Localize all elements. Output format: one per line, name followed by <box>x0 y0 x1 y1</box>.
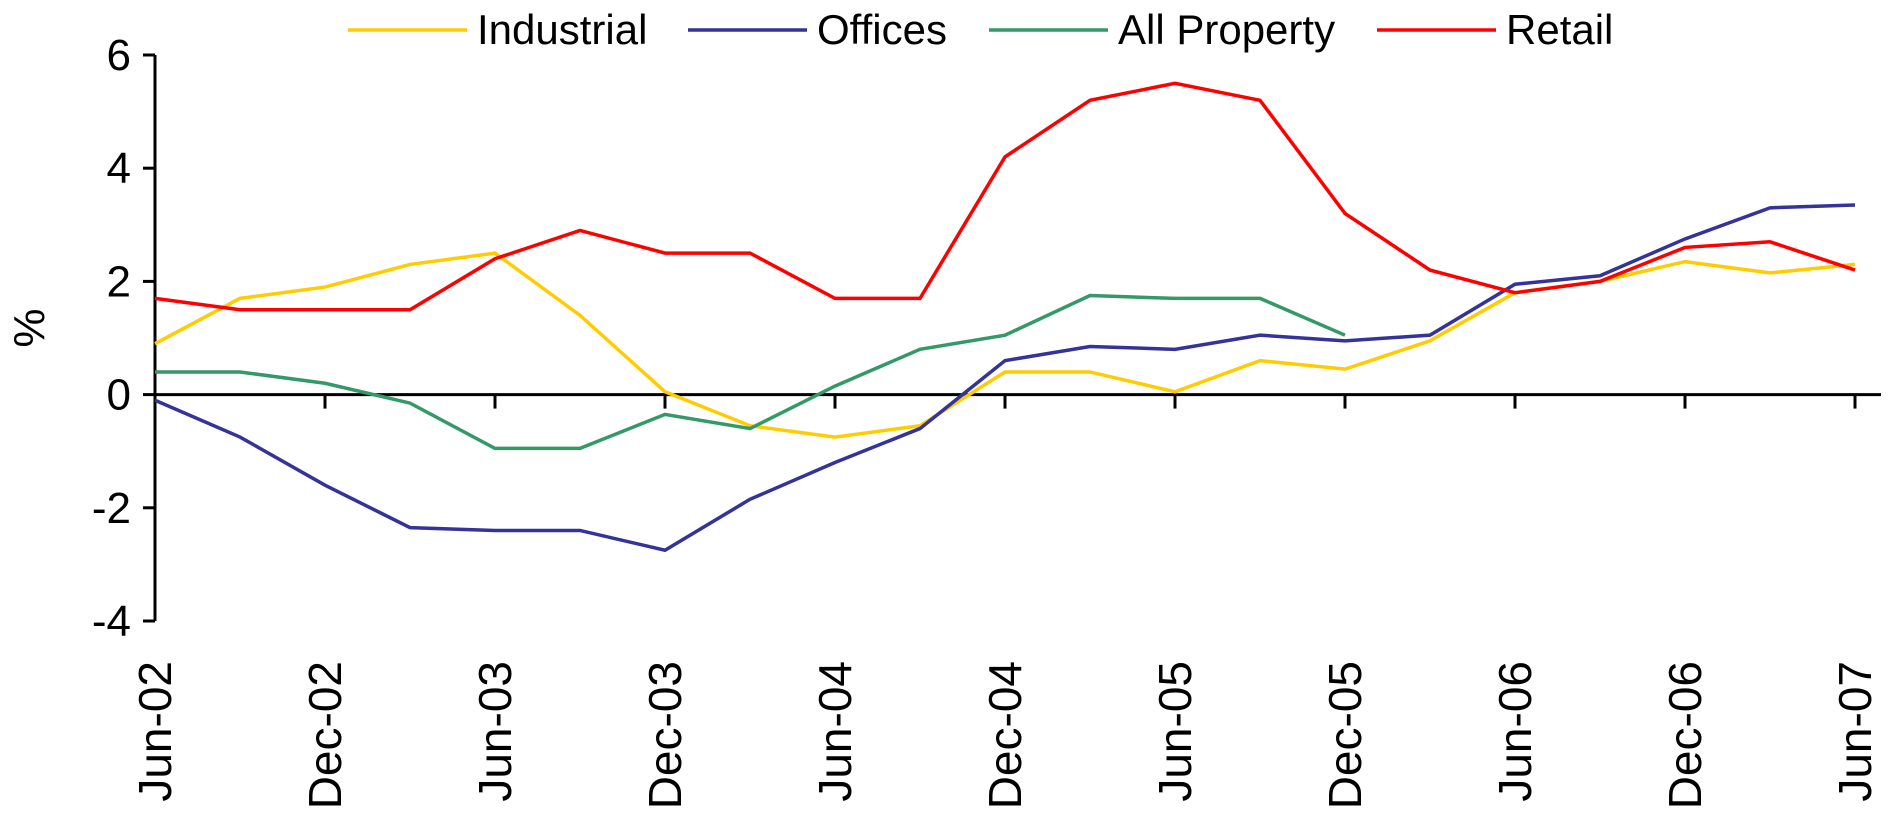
y-axis-label: % <box>5 308 54 347</box>
x-tick-label: Dec-06 <box>1659 661 1711 809</box>
y-tick-label: -2 <box>92 484 131 533</box>
x-tick-label: Jun-04 <box>809 661 861 802</box>
legend-label: Offices <box>817 6 947 53</box>
x-tick-label: Jun-07 <box>1829 661 1881 802</box>
x-tick-label: Dec-03 <box>639 661 691 809</box>
y-tick-label: 4 <box>107 144 131 193</box>
x-tick-label: Jun-02 <box>129 661 181 802</box>
x-tick-label: Jun-05 <box>1149 661 1201 802</box>
y-tick-label: 6 <box>107 31 131 80</box>
series-line <box>154 203 1856 553</box>
x-tick-label: Jun-06 <box>1489 661 1541 802</box>
x-tick-label: Dec-04 <box>979 661 1031 809</box>
y-tick-label: 2 <box>107 257 131 306</box>
x-tick-label: Dec-05 <box>1319 661 1371 809</box>
series-line <box>155 293 1346 451</box>
x-tick-label: Dec-02 <box>299 661 351 809</box>
legend-label: Retail <box>1506 6 1613 53</box>
legend-label: Industrial <box>477 6 647 53</box>
y-tick-label: -4 <box>92 597 131 646</box>
y-tick-label: 0 <box>107 371 131 420</box>
x-tick-label: Jun-03 <box>469 661 521 802</box>
legend-label: All Property <box>1118 6 1335 53</box>
series-line <box>154 81 1856 312</box>
